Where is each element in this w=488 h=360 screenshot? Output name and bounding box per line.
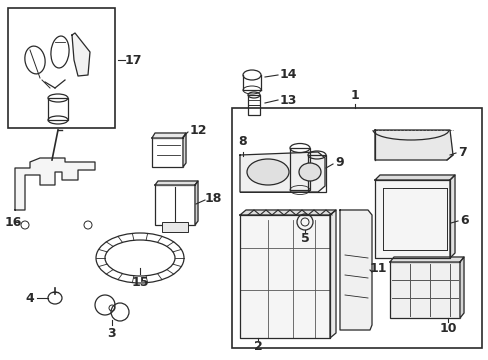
Ellipse shape [298,163,320,181]
Bar [162,222,187,232]
Text: 5: 5 [300,232,309,245]
Polygon shape [374,180,449,258]
Text: 12: 12 [190,123,207,136]
Text: 7: 7 [457,145,466,158]
Text: 3: 3 [107,327,116,340]
Polygon shape [240,152,325,192]
Text: 14: 14 [280,68,297,81]
Polygon shape [195,181,198,225]
Polygon shape [339,210,371,330]
Bar [231,108,481,348]
Text: 16: 16 [5,216,22,229]
Polygon shape [240,215,329,338]
Polygon shape [374,130,452,160]
Bar [152,138,183,167]
Polygon shape [374,175,454,180]
Polygon shape [329,210,335,338]
Text: 4: 4 [25,292,34,305]
Text: 18: 18 [204,192,222,204]
Text: 13: 13 [280,94,297,107]
Text: 2: 2 [253,340,262,353]
Polygon shape [449,175,454,258]
Polygon shape [15,158,95,210]
Bar [247,95,260,115]
Bar [8,8,115,128]
Polygon shape [459,257,463,318]
Text: 9: 9 [334,156,343,168]
Polygon shape [389,257,463,262]
Text: 1: 1 [350,89,359,102]
Bar [289,148,309,190]
Text: 17: 17 [125,54,142,67]
Bar [307,155,325,192]
Ellipse shape [246,159,288,185]
Text: 8: 8 [238,135,247,148]
Polygon shape [240,210,335,215]
Polygon shape [72,33,90,76]
Bar [155,185,195,225]
Text: 10: 10 [438,322,456,335]
Bar [389,262,459,318]
Text: 15: 15 [131,276,148,289]
Polygon shape [183,133,185,167]
Polygon shape [152,133,185,138]
Text: 6: 6 [459,213,468,226]
Polygon shape [155,181,198,185]
Bar [48,98,68,120]
Text: 11: 11 [369,261,386,274]
